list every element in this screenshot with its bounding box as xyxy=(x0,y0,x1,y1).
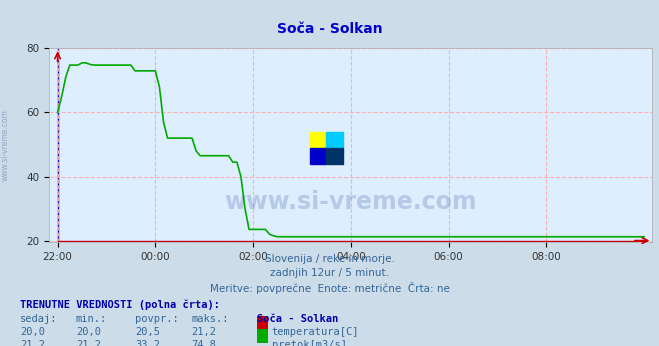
Text: Soča - Solkan: Soča - Solkan xyxy=(277,22,382,36)
Text: Meritve: povprečne  Enote: metrične  Črta: ne: Meritve: povprečne Enote: metrične Črta:… xyxy=(210,282,449,294)
Text: min.:: min.: xyxy=(76,314,107,324)
Text: www.si-vreme.com: www.si-vreme.com xyxy=(1,109,10,181)
Text: 21,2: 21,2 xyxy=(76,340,101,346)
Text: povpr.:: povpr.: xyxy=(135,314,179,324)
Text: 20,0: 20,0 xyxy=(76,327,101,337)
Text: zadnjih 12ur / 5 minut.: zadnjih 12ur / 5 minut. xyxy=(270,268,389,278)
Text: temperatura[C]: temperatura[C] xyxy=(272,327,359,337)
Text: Soča - Solkan: Soča - Solkan xyxy=(257,314,338,324)
Text: 74,8: 74,8 xyxy=(191,340,216,346)
Text: 21,2: 21,2 xyxy=(20,340,45,346)
Text: 20,0: 20,0 xyxy=(20,327,45,337)
Text: Slovenija / reke in morje.: Slovenija / reke in morje. xyxy=(264,254,395,264)
Text: sedaj:: sedaj: xyxy=(20,314,57,324)
Bar xyxy=(326,148,343,164)
Text: pretok[m3/s]: pretok[m3/s] xyxy=(272,340,347,346)
Bar xyxy=(310,132,326,148)
Text: www.si-vreme.com: www.si-vreme.com xyxy=(225,190,477,214)
Text: 20,5: 20,5 xyxy=(135,327,160,337)
Bar xyxy=(326,132,343,148)
Bar xyxy=(310,148,326,164)
Text: TRENUTNE VREDNOSTI (polna črta):: TRENUTNE VREDNOSTI (polna črta): xyxy=(20,299,219,310)
Text: maks.:: maks.: xyxy=(191,314,229,324)
Text: 33,2: 33,2 xyxy=(135,340,160,346)
Text: 21,2: 21,2 xyxy=(191,327,216,337)
